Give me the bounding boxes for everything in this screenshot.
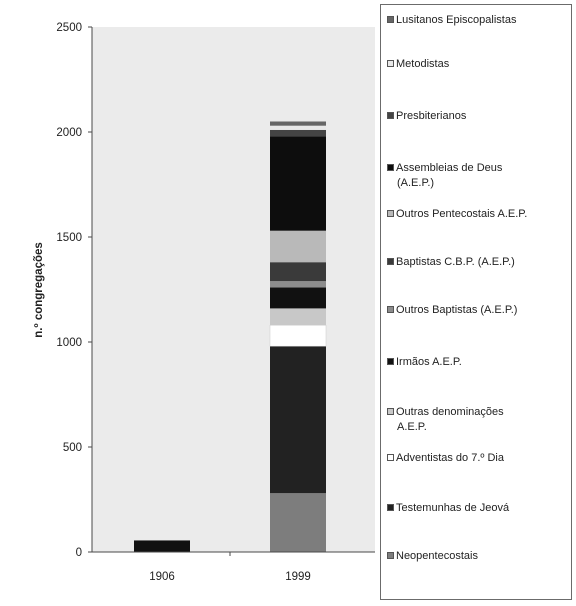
legend-label: Metodistas: [396, 58, 450, 70]
bar-segment-1999-0: [270, 493, 326, 552]
bar-segment-1999-11: [270, 121, 326, 126]
bar-segment-1999-7: [270, 230, 326, 263]
bar-segment-1999-9: [270, 129, 326, 137]
legend-label: Lusitanos Episcopalistas: [396, 14, 517, 26]
legend-item: Assembleias de Deus (A.E.P.): [387, 161, 569, 191]
legend-label: A.E.P.: [397, 421, 427, 433]
legend-swatch: [387, 16, 394, 23]
legend-label: Neopentecostais: [396, 550, 478, 562]
x-tick-label: 1906: [149, 571, 175, 583]
bar-segment-1999-8: [270, 136, 326, 231]
legend-item: Metodistas: [387, 57, 569, 72]
chart-legend: Lusitanos Episcopalistas Metodistas Presbi…: [380, 4, 572, 600]
plot-area: [92, 27, 375, 552]
bar-segment-1906-4: [134, 540, 190, 552]
legend-swatch: [387, 454, 394, 461]
bar-segment-1999-3: [270, 308, 326, 326]
legend-label: Testemunhas de Jeová: [396, 502, 510, 514]
bar-segment-1999-1: [270, 346, 326, 494]
legend-label: (A.E.P.): [397, 177, 435, 189]
y-tick-label: 1000: [56, 337, 82, 349]
legend-item: Outros Baptistas (A.E.P.): [387, 303, 569, 318]
legend-swatch: [387, 408, 394, 415]
legend-swatch: [387, 60, 394, 67]
legend-label: Outros Pentecostais A.E.P.: [396, 208, 528, 220]
legend-item: Outros Pentecostais A.E.P.: [387, 207, 569, 222]
legend-item: Adventistas do 7.º Dia: [387, 451, 569, 466]
legend-swatch: [387, 504, 394, 511]
legend-label: Baptistas C.B.P. (A.E.P.): [396, 256, 515, 268]
x-tick-label: 1999: [285, 571, 311, 583]
legend-swatch: [387, 210, 394, 217]
bar-segment-1999-4: [270, 287, 326, 309]
legend-label: Assembleias de Deus: [396, 162, 503, 174]
legend-label: Outros Baptistas (A.E.P.): [396, 304, 518, 316]
bar-segment-1999-5: [270, 281, 326, 288]
legend-item: Presbiterianos: [387, 109, 569, 124]
legend-swatch: [387, 552, 394, 559]
legend-item: Outras denominações A.E.P.: [387, 405, 569, 435]
bar-segment-1999-10: [270, 125, 326, 130]
y-axis-label: n.º congregações: [33, 242, 45, 338]
bar-segment-1999-2: [269, 324, 327, 347]
legend-swatch: [387, 306, 394, 313]
stacked-bar-chart: 0 500 1000 1500 2000 2500 1906 1999 n.º congreg…: [33, 22, 375, 583]
legend-swatch: [387, 164, 394, 171]
y-tick-label: 0: [76, 547, 82, 559]
y-tick-label: 1500: [56, 232, 82, 244]
legend-item: Testemunhas de Jeová: [387, 501, 569, 516]
legend-swatch: [387, 258, 394, 265]
legend-swatch: [387, 358, 394, 365]
legend-item: Lusitanos Episcopalistas: [387, 13, 569, 28]
legend-swatch: [387, 112, 394, 119]
legend-label: Outras denominações: [396, 406, 504, 418]
legend-label: Irmãos A.E.P.: [396, 356, 462, 368]
y-tick-label: 2000: [56, 127, 82, 139]
legend-item: Irmãos A.E.P.: [387, 355, 569, 370]
y-tick-label: 2500: [56, 22, 82, 34]
legend-label: Presbiterianos: [396, 110, 467, 122]
y-tick-label: 500: [63, 442, 82, 454]
legend-item: Baptistas C.B.P. (A.E.P.): [387, 255, 569, 270]
bar-segment-1999-6: [270, 262, 326, 282]
legend-item: Neopentecostais: [387, 549, 569, 564]
legend-label: Adventistas do 7.º Dia: [396, 452, 504, 464]
